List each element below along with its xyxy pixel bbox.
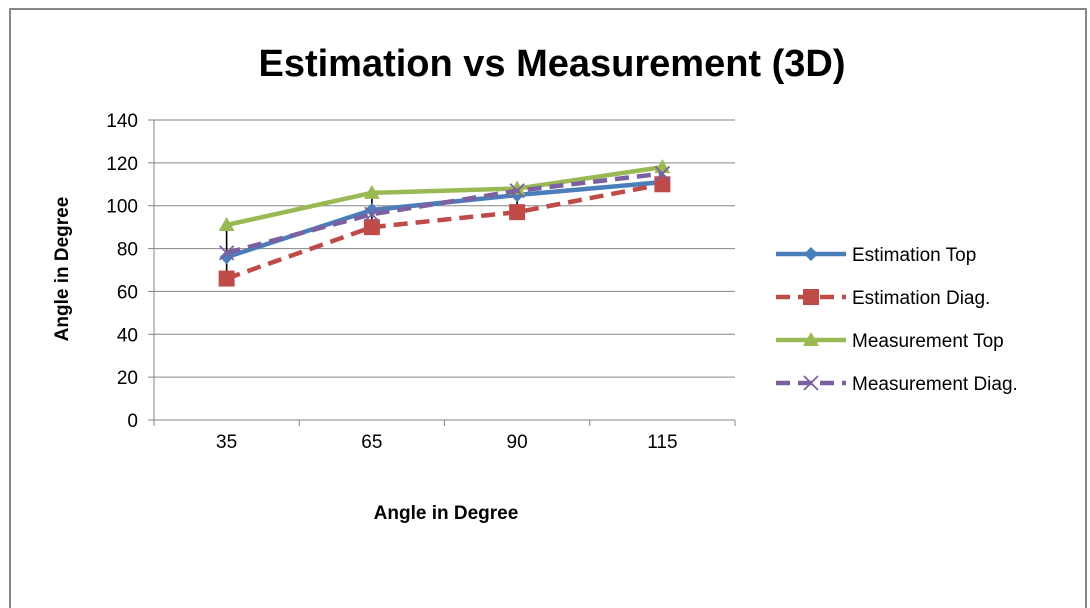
marker-square (363, 219, 380, 236)
chart: Estimation vs Measurement (3D) Angle in … (52, 43, 1018, 524)
legend: Estimation Top Estimation Diag. Measuremen… (776, 245, 1018, 395)
x-tick-label: 115 (647, 432, 677, 453)
marker-x (509, 183, 525, 199)
legend-item: Measurement Diag. (776, 374, 1018, 395)
marker-triangle (218, 217, 235, 231)
legend-label: Measurement Diag. (852, 374, 1018, 395)
chart-title: Estimation vs Measurement (3D) (258, 43, 845, 85)
x-tick-label: 90 (507, 432, 528, 453)
legend-item: Estimation Top (776, 245, 976, 266)
series-lines (218, 159, 671, 287)
gridlines (154, 119, 735, 378)
marker-x-stroke (364, 206, 380, 222)
marker-x (803, 375, 819, 391)
marker-x (654, 165, 671, 182)
marker-diamond (364, 203, 379, 217)
y-tick-label: 0 (127, 411, 138, 432)
y-tick-label: 20 (117, 368, 138, 389)
y-tick-label: 60 (117, 282, 138, 303)
y-tick-label: 100 (106, 197, 138, 218)
legend-item: Estimation Diag. (776, 288, 990, 309)
series-line (226, 164, 663, 228)
series-3 (218, 165, 671, 261)
y-tick-label: 120 (106, 154, 138, 175)
series-line (226, 171, 663, 256)
marker-triangle (363, 184, 380, 199)
series-1 (218, 176, 671, 287)
y-axis-label: Angle in Degree (52, 197, 73, 342)
y-tick-label: 80 (117, 240, 138, 261)
y-tick-labels: 0 20 40 60 80 100 120 140 (106, 111, 138, 432)
x-tick-label: 35 (216, 432, 237, 453)
axes (148, 119, 736, 426)
marker-diamond (804, 247, 818, 261)
legend-label: Measurement Top (852, 331, 1004, 352)
x-tick-label: 65 (361, 432, 382, 453)
marker-square (509, 204, 526, 221)
marker-x (218, 245, 235, 261)
marker-square (218, 270, 235, 287)
x-axis-label: Angle in Degree (374, 503, 519, 524)
marker-x (364, 206, 380, 222)
legend-label: Estimation Diag. (852, 288, 990, 309)
marker-square (803, 289, 819, 305)
chart-frame (9, 8, 1087, 608)
legend-item: Measurement Top (776, 331, 1004, 352)
y-tick-label: 140 (106, 111, 138, 132)
marker-x-stroke (218, 245, 235, 261)
series-line (225, 182, 663, 281)
x-tick-labels: 35 65 90 115 (216, 432, 677, 453)
marker-x-stroke (654, 165, 671, 182)
marker-triangle (803, 332, 819, 346)
marker-x-stroke (803, 375, 819, 391)
marker-square (654, 176, 671, 193)
legend-label: Estimation Top (852, 245, 976, 266)
y-tick-label: 40 (117, 325, 138, 346)
marker-x-stroke (509, 183, 525, 199)
